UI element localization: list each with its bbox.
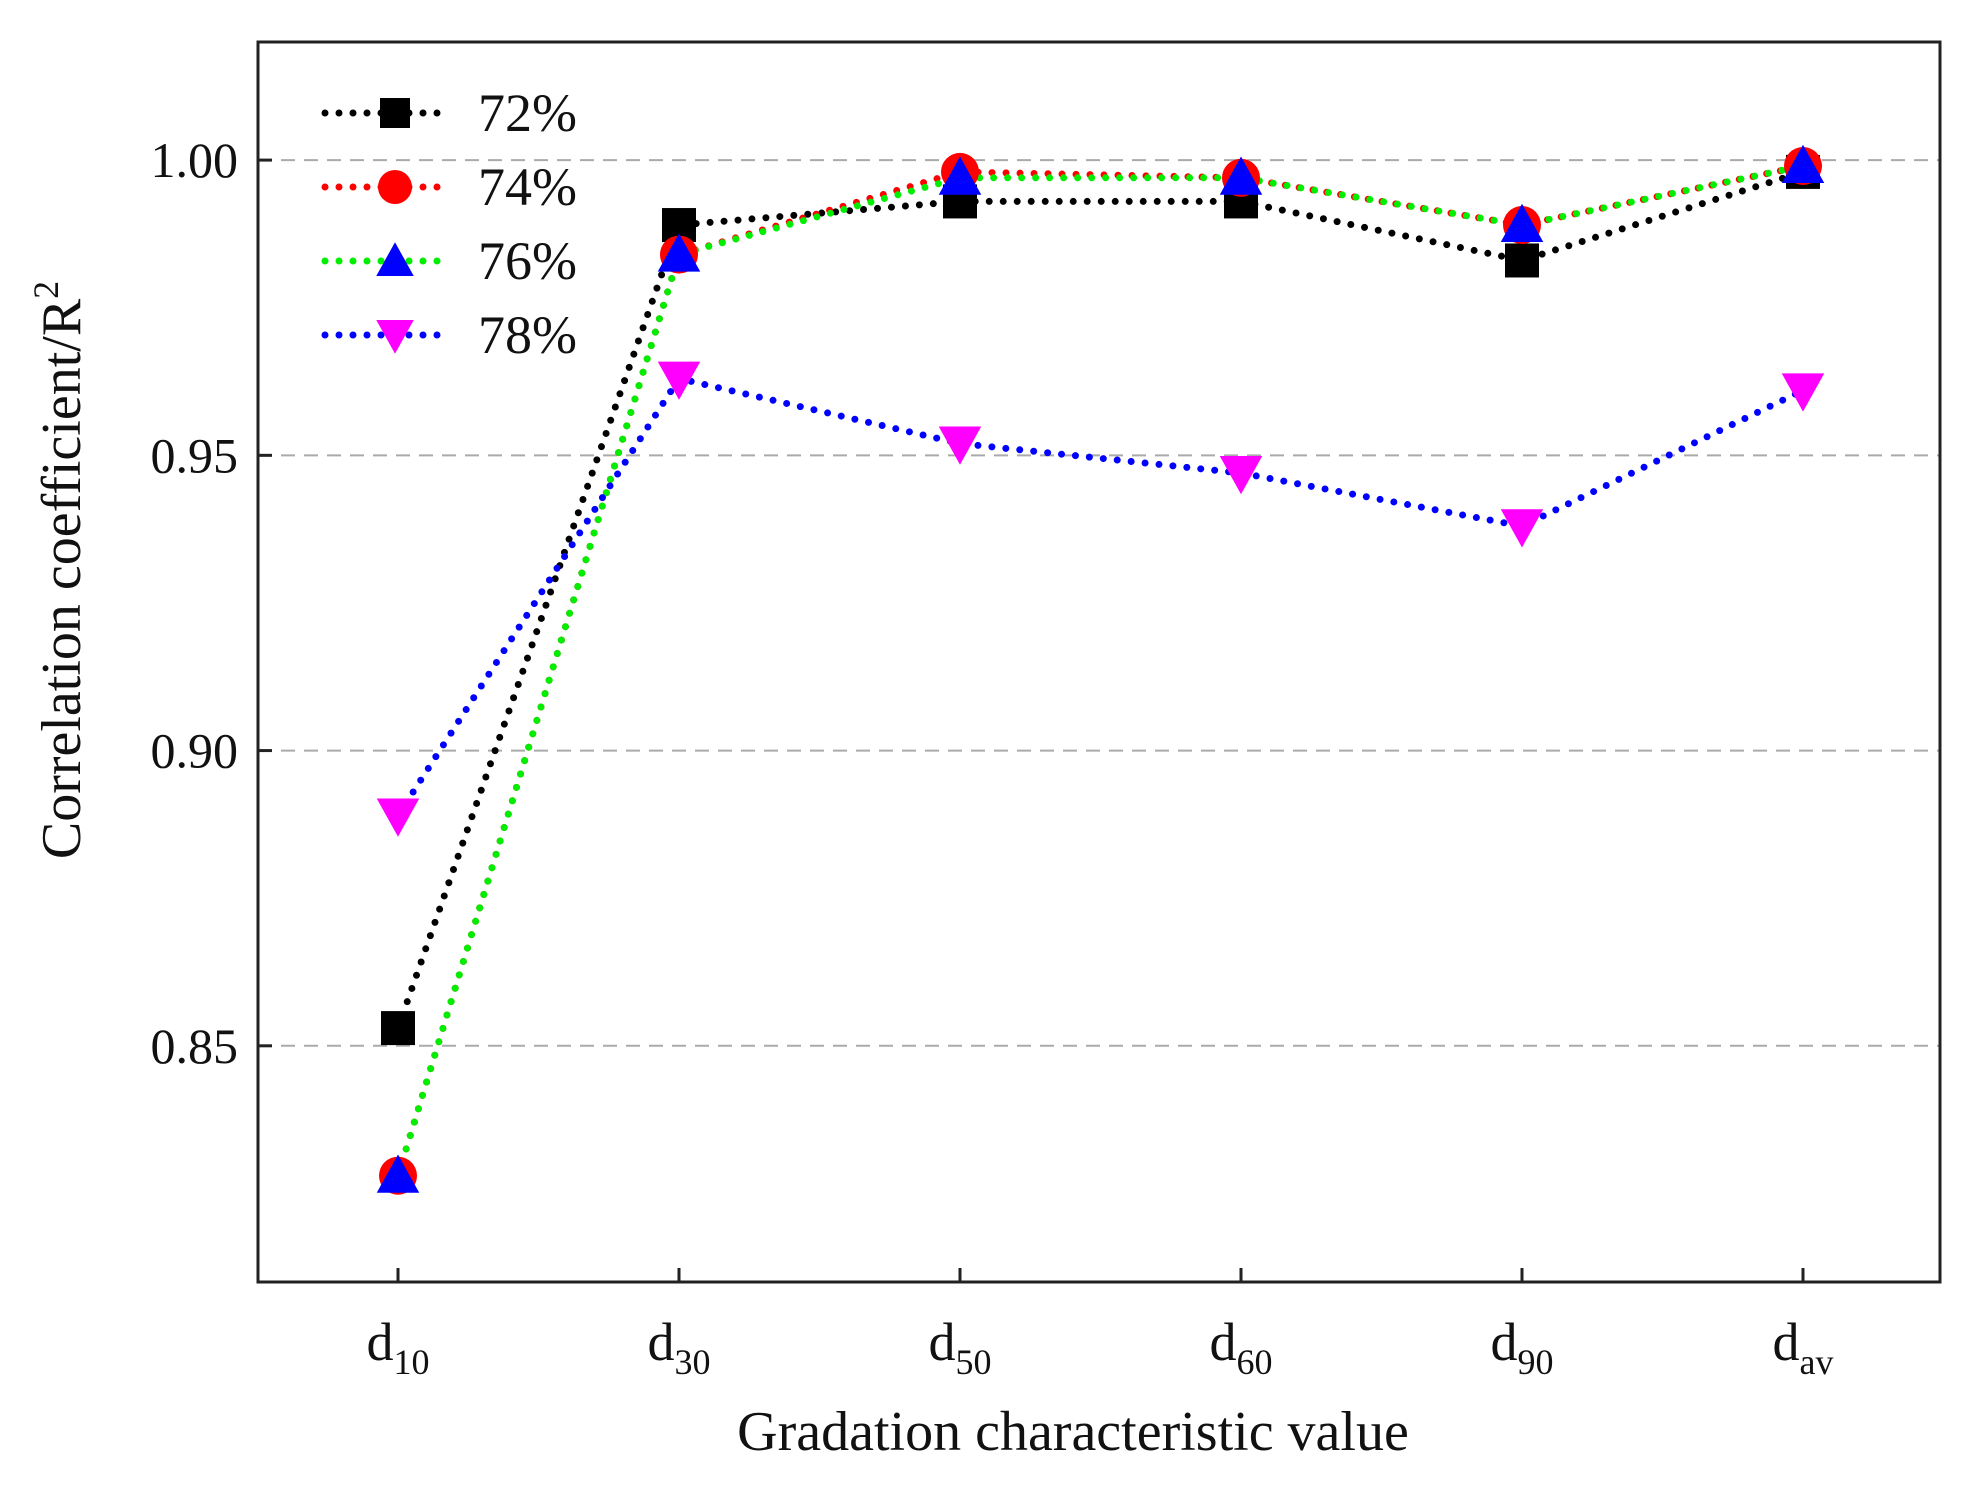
- data-point: [381, 1011, 415, 1046]
- data-point: [657, 233, 701, 272]
- series-markers: [381, 154, 1820, 1046]
- data-point: [1219, 156, 1263, 195]
- x-tick-subscript: 60: [1237, 1342, 1273, 1382]
- x-axis-title: Gradation characteristic value: [737, 1401, 1409, 1463]
- x-tick-subscript: av: [1800, 1342, 1834, 1382]
- data-point: [376, 798, 420, 837]
- legend-marker: [380, 98, 410, 128]
- x-tick-subscript: 90: [1518, 1342, 1554, 1382]
- legend: 72% 74% 76% 78%: [321, 83, 577, 365]
- data-point: [376, 1154, 420, 1193]
- x-tick-subscript: 30: [675, 1342, 711, 1382]
- legend-marker: [378, 170, 412, 204]
- y-axis-title-main: Correlation coefficient/R: [31, 298, 93, 859]
- data-point: [1500, 509, 1544, 548]
- x-tick-label: d50: [929, 1312, 992, 1382]
- data-point: [1505, 243, 1539, 278]
- x-tick-label: dav: [1773, 1312, 1834, 1382]
- data-point: [1781, 373, 1825, 412]
- y-axis-title: Correlation coefficient/R2: [26, 281, 93, 859]
- y-tick-label: 0.90: [151, 723, 239, 779]
- series-markers: [379, 147, 1822, 1195]
- series-markers: [376, 144, 1825, 1193]
- plot-frame: [256, 40, 1942, 1284]
- legend-entry: 78%: [321, 305, 577, 365]
- x-tick-base: d: [1210, 1312, 1237, 1372]
- legend-label: 72%: [478, 83, 577, 143]
- legend-marker: [376, 320, 414, 354]
- y-tick-label: 0.95: [151, 427, 239, 483]
- legend-label: 74%: [478, 157, 577, 217]
- legend-marker: [376, 242, 414, 276]
- data-point: [1781, 144, 1825, 183]
- series-line: [394, 374, 1807, 820]
- x-tick-subscript: 10: [394, 1342, 430, 1382]
- grid-lines: [258, 159, 1940, 1047]
- x-tick-label: d30: [648, 1312, 711, 1382]
- legend-label: 76%: [478, 231, 577, 291]
- y-tick-label: 0.85: [151, 1018, 239, 1074]
- x-tick-base: d: [929, 1312, 956, 1372]
- x-tick-label: d60: [1210, 1312, 1273, 1382]
- legend-entry: 74%: [321, 157, 577, 217]
- x-axis-ticks: d10 d30 d50 d60 d90 dav: [367, 1268, 1834, 1382]
- series-line: [394, 162, 1807, 1180]
- series-line: [394, 162, 1807, 1180]
- x-tick-base: d: [648, 1312, 675, 1372]
- data-point: [1500, 203, 1544, 243]
- x-tick-label: d90: [1491, 1312, 1554, 1382]
- y-axis-title-superscript: 2: [26, 281, 66, 299]
- x-tick-base: d: [367, 1312, 394, 1372]
- data-point: [1219, 456, 1263, 495]
- legend-label: 78%: [478, 305, 577, 365]
- legend-entry: 72%: [321, 83, 577, 143]
- x-tick-subscript: 50: [956, 1342, 992, 1382]
- y-tick-label: 1.00: [151, 132, 239, 188]
- series-line: [394, 168, 1807, 1032]
- x-tick-label: d10: [367, 1312, 430, 1382]
- data-markers: [376, 144, 1825, 1195]
- x-tick-base: d: [1773, 1312, 1800, 1372]
- data-point: [657, 361, 701, 400]
- y-axis-ticks: 0.85 0.90 0.95 1.00: [151, 132, 272, 1074]
- x-tick-base: d: [1491, 1312, 1518, 1372]
- series-markers: [376, 361, 1825, 837]
- series-lines: [394, 162, 1807, 1180]
- data-point: [938, 426, 982, 465]
- data-point: [938, 156, 982, 195]
- legend-entry: 76%: [321, 231, 577, 291]
